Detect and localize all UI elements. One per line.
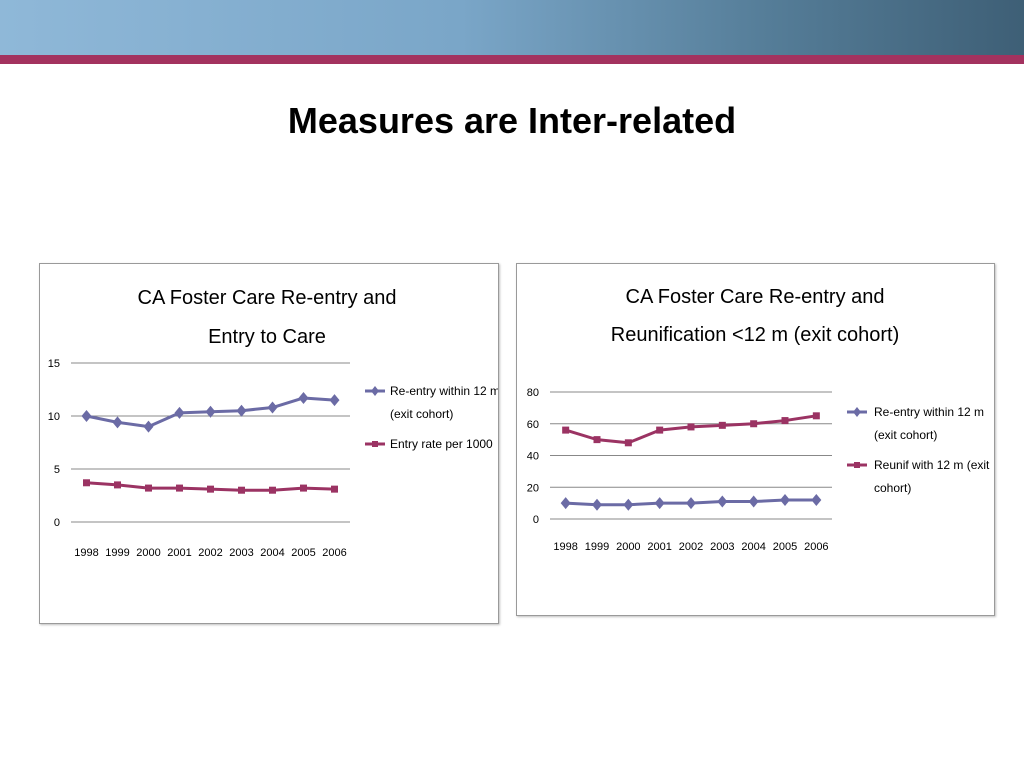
data-point-diamond (654, 497, 665, 510)
data-point-square (238, 486, 245, 494)
data-point-diamond (236, 404, 247, 417)
slide-title: Measures are Inter-related (287, 100, 737, 141)
data-point-diamond (592, 498, 602, 511)
chart-title-line: CA Foster Care Re-entry and (138, 287, 397, 309)
data-point-diamond (267, 401, 278, 414)
legend-label: Reunif with 12 m (exit (874, 458, 990, 472)
data-point-square (687, 423, 695, 431)
chart-foster-care-reunification-svg: CA Foster Care Re-entry and Reunification… (527, 286, 990, 553)
data-point-diamond (686, 497, 696, 510)
x-tick-label: 2002 (679, 541, 703, 553)
header-gradient-bar (0, 0, 1024, 55)
data-point-square (83, 479, 90, 487)
header-accent-stripe (0, 55, 1024, 64)
x-tick-label: 1998 (74, 547, 98, 559)
data-point-diamond (748, 495, 759, 508)
y-tick-label: 0 (533, 514, 539, 526)
y-tick-label: 10 (48, 411, 60, 423)
data-point-square (781, 417, 789, 425)
legend-label: Re-entry within 12 m (390, 384, 498, 398)
x-tick-label: 1999 (585, 541, 609, 553)
legend-label: Re-entry within 12 m (874, 405, 984, 419)
x-tick-label: 2005 (291, 547, 315, 559)
data-point-square (331, 485, 338, 493)
data-point-square (207, 485, 214, 493)
data-point-square (269, 486, 276, 494)
data-point-diamond (560, 497, 571, 510)
x-tick-label: 2006 (804, 541, 828, 553)
y-tick-label: 40 (527, 451, 539, 463)
data-point-square (812, 412, 820, 420)
x-tick-label: 2001 (167, 547, 191, 559)
legend-label: (exit cohort) (390, 407, 453, 421)
data-point-square (656, 426, 664, 434)
data-point-diamond (174, 406, 185, 419)
legend-label: Entry rate per 1000 (390, 437, 493, 451)
chart-foster-care-entry-svg: CA Foster Care Re-entry and Entry to Care… (48, 287, 498, 559)
y-tick-label: 5 (54, 464, 60, 476)
data-point-square (145, 484, 152, 492)
data-point-square (176, 484, 183, 492)
chart-title-line: Entry to Care (208, 326, 326, 348)
x-tick-label: 2000 (136, 547, 160, 559)
data-point-diamond (780, 493, 790, 506)
data-point-square (114, 481, 121, 489)
data-point-diamond (811, 493, 822, 506)
x-tick-label: 1998 (553, 541, 577, 553)
data-point-diamond (298, 391, 309, 404)
legend-key-square (372, 441, 378, 447)
data-point-square (718, 421, 726, 429)
x-tick-label: 2005 (773, 541, 797, 553)
x-tick-label: 2002 (198, 547, 222, 559)
legend-label: cohort) (874, 481, 911, 495)
chart-foster-care-entry: CA Foster Care Re-entry and Entry to Care… (39, 263, 499, 624)
x-tick-label: 2004 (741, 541, 765, 553)
y-tick-label: 0 (54, 517, 60, 529)
x-tick-label: 2003 (710, 541, 734, 553)
x-tick-label: 1999 (105, 547, 129, 559)
legend-key-square (854, 462, 860, 468)
data-point-square (562, 426, 570, 434)
legend-label: (exit cohort) (874, 428, 937, 442)
data-point-square (750, 420, 758, 428)
x-tick-label: 2003 (229, 547, 253, 559)
x-tick-label: 2000 (616, 541, 640, 553)
data-point-diamond (81, 410, 92, 422)
data-point-square (300, 484, 307, 492)
data-point-square (624, 439, 632, 447)
chart-title-line: CA Foster Care Re-entry and (626, 286, 885, 308)
legend-key-diamond (853, 407, 861, 417)
chart-title-line: Reunification <12 m (exit cohort) (611, 324, 899, 346)
x-tick-label: 2006 (322, 547, 346, 559)
data-point-diamond (205, 405, 216, 418)
data-point-diamond (623, 498, 634, 511)
data-point-diamond (143, 420, 154, 433)
legend-key-diamond (371, 386, 379, 396)
y-tick-label: 15 (48, 358, 60, 370)
y-tick-label: 80 (527, 387, 539, 399)
data-point-diamond (112, 416, 123, 429)
data-point-diamond (329, 394, 340, 407)
x-tick-label: 2001 (647, 541, 671, 553)
y-tick-label: 20 (527, 482, 539, 494)
data-point-square (593, 436, 601, 444)
x-tick-label: 2004 (260, 547, 284, 559)
chart-foster-care-reunification: CA Foster Care Re-entry and Reunification… (516, 263, 995, 616)
data-point-diamond (717, 495, 728, 508)
y-tick-label: 60 (527, 419, 539, 431)
